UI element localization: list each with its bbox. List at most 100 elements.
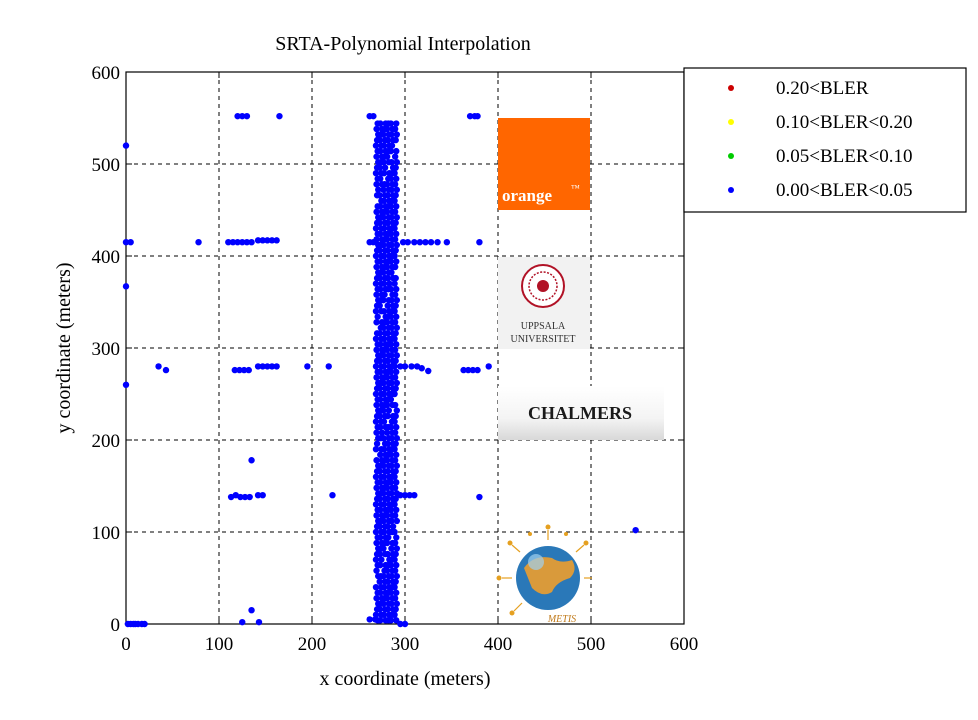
data-point: [393, 407, 401, 414]
data-point: [372, 142, 380, 149]
data-point: [384, 412, 391, 420]
data-point: [373, 429, 380, 436]
data-point: [376, 247, 383, 254]
metis-logo: METIS: [496, 524, 592, 625]
data-point: [392, 136, 399, 144]
orange-logo-text: orange: [502, 186, 553, 205]
data-point: [392, 578, 399, 585]
data-point: [392, 385, 399, 392]
data-point: [392, 274, 399, 282]
data-point: [391, 252, 398, 260]
data-point: [372, 528, 380, 536]
y-tick-label: 500: [92, 155, 121, 176]
data-point: [393, 313, 400, 320]
data-point: [329, 492, 336, 499]
data-point: [383, 181, 391, 188]
data-point: [392, 302, 399, 309]
data-point: [377, 451, 384, 458]
data-point: [373, 484, 380, 492]
data-point: [384, 357, 391, 365]
data-point: [474, 112, 481, 120]
data-point: [380, 186, 387, 193]
data-point: [388, 296, 395, 304]
data-point: [391, 418, 398, 425]
data-point: [380, 352, 387, 359]
data-point: [383, 319, 391, 326]
data-point: [373, 291, 380, 298]
data-point: [255, 618, 263, 626]
data-point: [373, 263, 380, 271]
data-point: [380, 308, 388, 315]
data-point: [376, 302, 383, 309]
data-point: [377, 203, 384, 210]
data-point: [377, 534, 384, 541]
x-tick-label: 600: [670, 634, 699, 655]
data-point: [465, 366, 472, 374]
data-point: [397, 363, 404, 370]
data-point: [391, 236, 399, 243]
data-point: [387, 479, 395, 486]
y-tick-label: 200: [92, 431, 121, 452]
data-point: [387, 561, 395, 569]
data-point: [393, 368, 400, 376]
data-point: [387, 230, 395, 238]
data-point: [377, 617, 384, 624]
data-point: [373, 457, 380, 464]
data-point: [127, 239, 134, 246]
data-point: [383, 401, 391, 409]
data-point: [254, 492, 262, 499]
data-point: [392, 164, 399, 171]
data-point: [393, 517, 401, 525]
orange-logo-mark: ™: [571, 183, 580, 193]
data-point: [384, 192, 391, 199]
data-point: [391, 528, 398, 536]
data-point: [373, 236, 380, 243]
data-point: [380, 280, 388, 287]
data-point: [401, 492, 409, 499]
data-point: [388, 462, 395, 469]
orange-logo: orange ™: [498, 118, 590, 210]
data-point: [384, 247, 391, 254]
data-point: [122, 239, 130, 246]
metis-logo-text: METIS: [547, 614, 576, 625]
data-point: [377, 423, 384, 431]
data-point: [383, 125, 391, 133]
data-point: [388, 434, 395, 442]
data-point: [391, 291, 399, 298]
data-point: [370, 112, 377, 120]
data-point: [383, 457, 391, 464]
data-point: [393, 589, 400, 596]
data-point: [376, 606, 383, 613]
data-point: [239, 112, 246, 120]
data-point: [380, 214, 387, 221]
data-point: [122, 381, 130, 388]
data-point: [380, 170, 388, 177]
data-point: [380, 225, 388, 232]
data-point: [377, 285, 384, 293]
data-point: [393, 241, 401, 249]
data-point: [393, 434, 401, 442]
data-point: [248, 457, 255, 464]
data-point: [383, 208, 391, 216]
data-point: [391, 567, 399, 574]
data-point: [380, 158, 387, 166]
data-point: [380, 584, 388, 591]
data-point: [392, 606, 399, 613]
data-point: [248, 607, 255, 614]
data-point: [381, 291, 388, 298]
data-point: [387, 368, 395, 376]
data-point: [376, 164, 383, 171]
data-point: [373, 208, 380, 216]
data-point: [388, 131, 395, 138]
x-tick-label: 500: [577, 634, 606, 655]
data-point: [383, 429, 391, 436]
data-point: [304, 363, 311, 370]
data-point: [391, 208, 399, 216]
data-point: [388, 324, 395, 331]
data-point: [387, 617, 395, 624]
data-point: [373, 440, 381, 447]
data-point: [377, 147, 384, 155]
x-tick-label: 400: [484, 634, 513, 655]
metis-globe-highlight: [528, 554, 544, 570]
data-point: [384, 523, 391, 530]
